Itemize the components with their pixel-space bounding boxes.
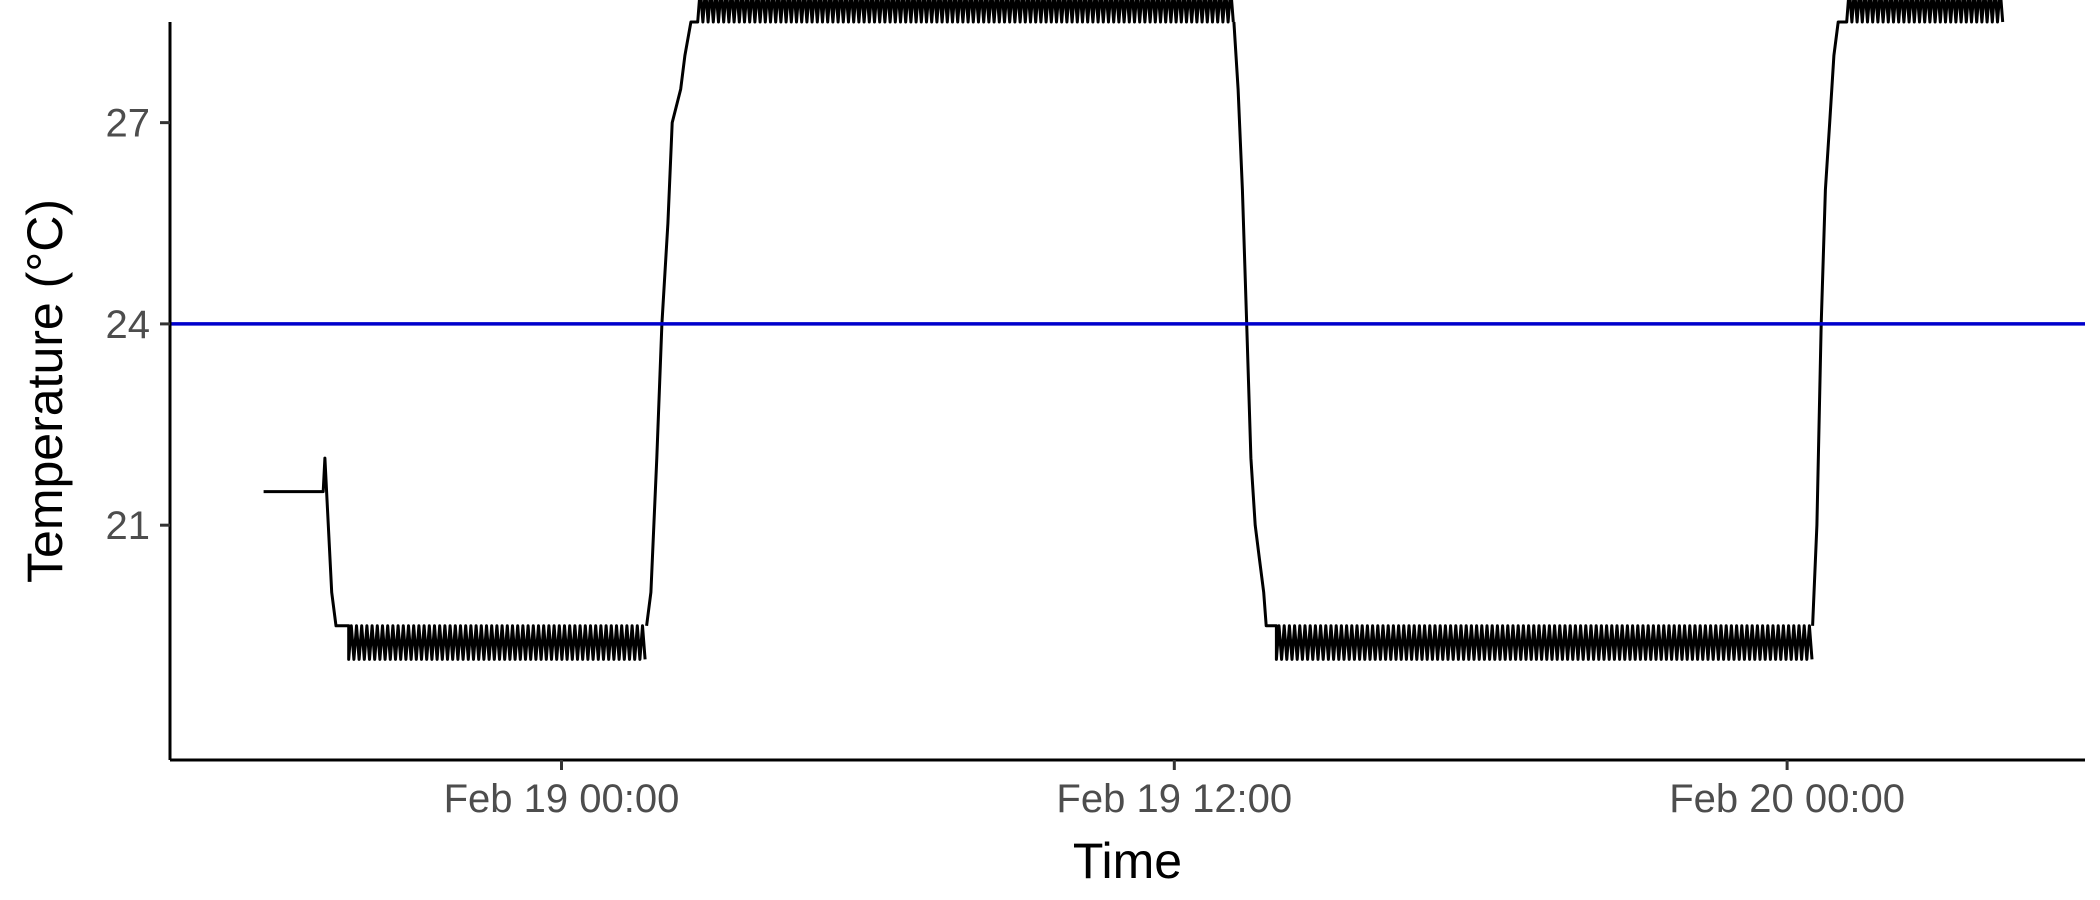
y-tick-label: 27	[106, 102, 151, 146]
x-ticks: Feb 19 00:00 Feb 19 12:00 Feb 20 00:00	[444, 760, 1905, 821]
y-ticks: 21 24 27	[106, 102, 170, 548]
temperature-line-segment	[1232, 21, 1814, 661]
x-axis-title: Time	[1073, 833, 1182, 889]
temperature-line-segment	[263, 456, 647, 661]
y-tick-label: 21	[106, 504, 151, 548]
x-tick-label: Feb 20 00:00	[1669, 777, 1905, 821]
x-tick-label: Feb 19 00:00	[444, 777, 680, 821]
temperature-line-segment	[645, 0, 1235, 626]
x-tick-label: Feb 19 12:00	[1056, 777, 1292, 821]
y-axis-title: Temperature (°C)	[17, 199, 73, 583]
plot-area	[170, 0, 2085, 661]
y-tick-label: 24	[106, 303, 151, 347]
temperature-line-segment	[1811, 0, 2005, 626]
